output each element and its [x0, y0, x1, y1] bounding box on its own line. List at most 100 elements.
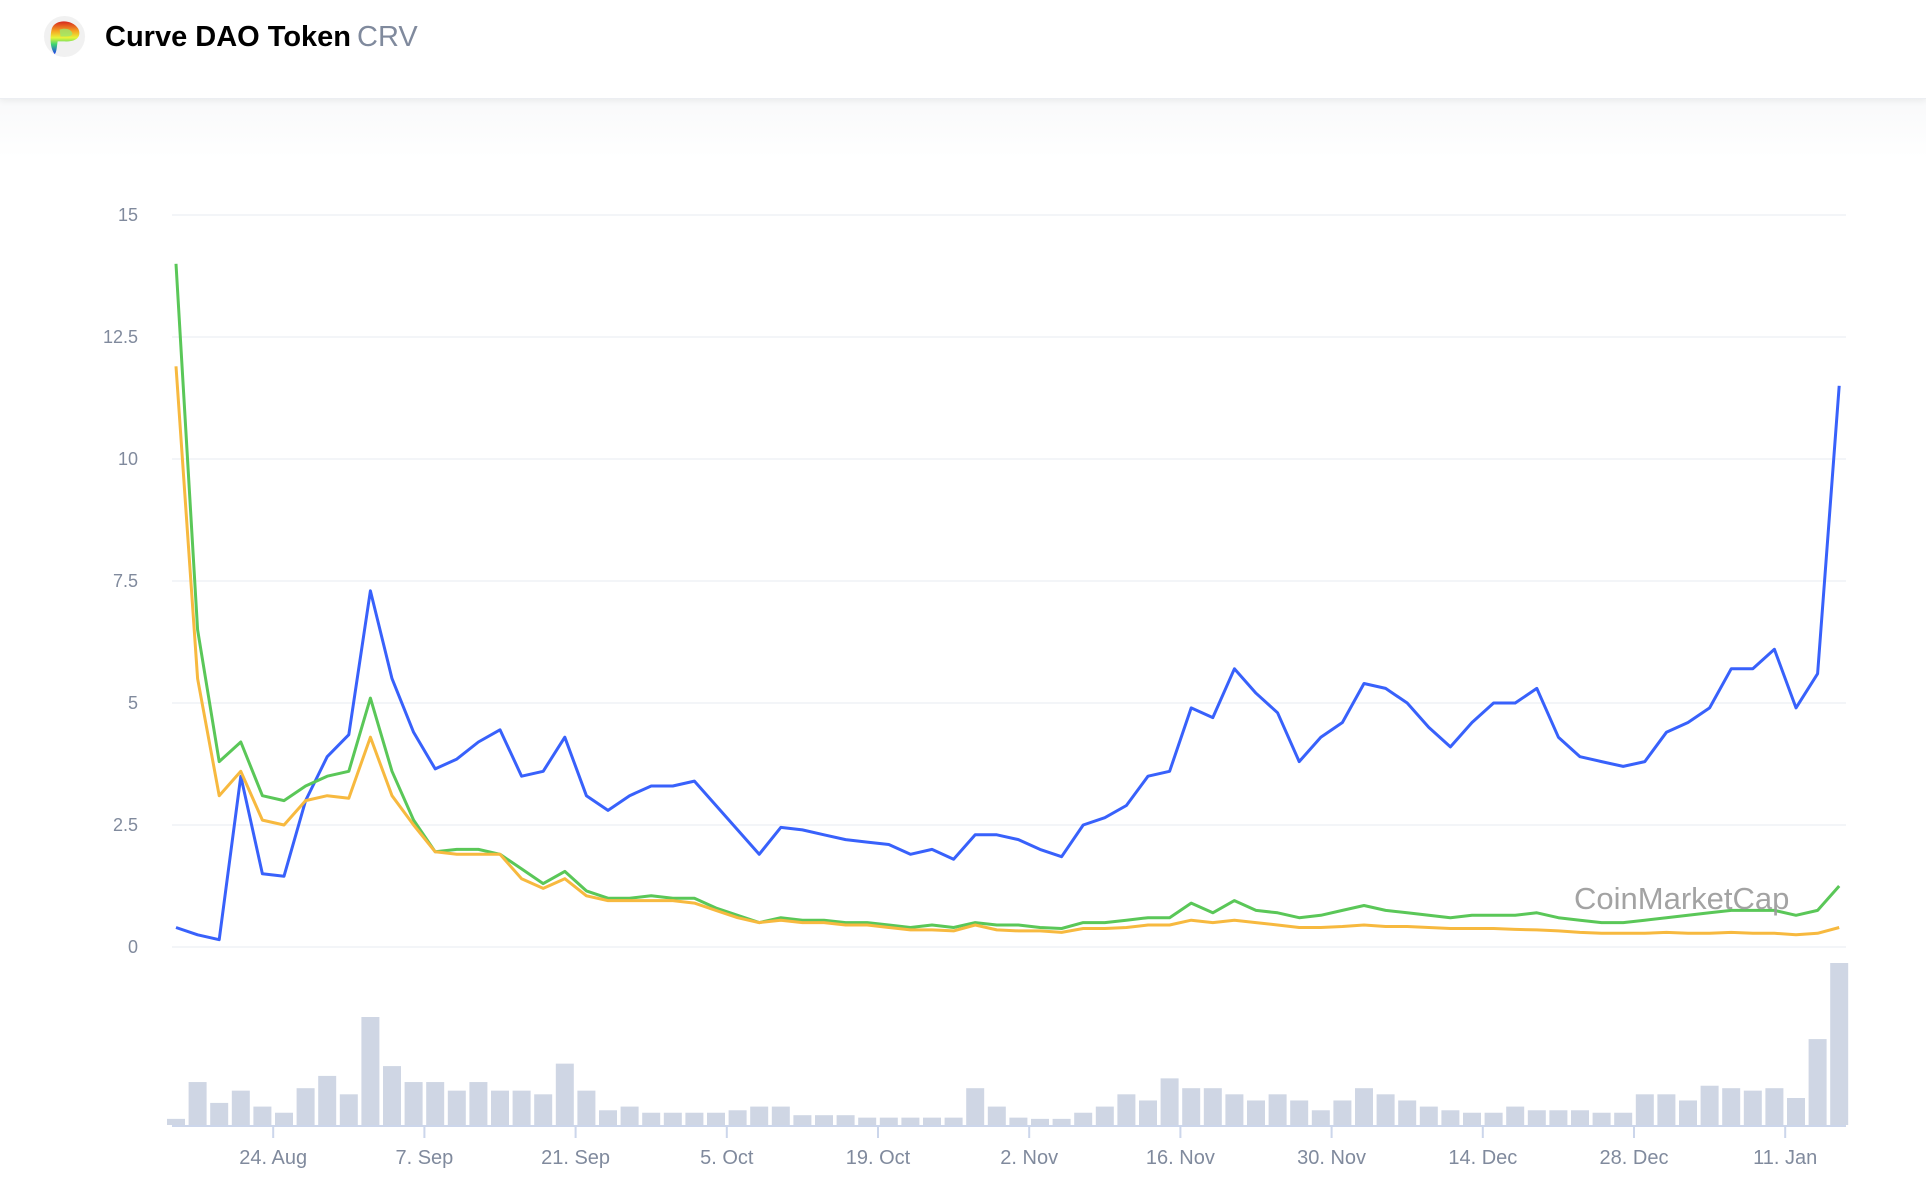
- volume-bar: [1657, 1094, 1676, 1125]
- x-tick-label: 5. Oct: [700, 1147, 754, 1169]
- volume-bar: [1095, 1106, 1114, 1125]
- volume-bar: [1052, 1118, 1071, 1125]
- volume-bar: [620, 1106, 639, 1125]
- volume-bar: [1722, 1088, 1741, 1125]
- volume-bar: [1117, 1094, 1136, 1125]
- volume-bar: [1441, 1110, 1460, 1125]
- volume-bar: [383, 1066, 401, 1125]
- x-tick-label: 14. Dec: [1448, 1147, 1517, 1169]
- y-tick-label: 0: [128, 937, 138, 957]
- volume-bar: [1139, 1100, 1157, 1125]
- volume-bar: [1463, 1112, 1481, 1125]
- volume-bar: [1830, 963, 1849, 1125]
- volume-bar: [1635, 1094, 1654, 1125]
- volume-bar: [663, 1112, 682, 1125]
- series-line-1: [175, 385, 1841, 942]
- volume-bar: [577, 1090, 596, 1125]
- volume-bar: [404, 1082, 423, 1125]
- volume-bar: [512, 1090, 531, 1125]
- volume-bar: [793, 1115, 812, 1125]
- volume-bar: [815, 1115, 833, 1125]
- header: Curve DAO Token CRV: [0, 0, 1926, 99]
- volume-bar: [1484, 1112, 1503, 1125]
- volume-bar: [1549, 1110, 1568, 1125]
- volume-bar: [1009, 1117, 1028, 1125]
- volume-bar: [555, 1063, 574, 1125]
- volume-bar: [296, 1088, 315, 1125]
- volume-bar: [167, 1118, 185, 1125]
- volume-bar: [1182, 1088, 1201, 1125]
- volume-bar: [469, 1082, 488, 1125]
- token-name: Curve DAO Token: [105, 21, 352, 53]
- volume-bar: [879, 1117, 898, 1125]
- volume-bar: [642, 1112, 661, 1125]
- x-tick-label: 21. Sep: [541, 1147, 610, 1169]
- volume-bar: [534, 1094, 553, 1125]
- volume-bar: [923, 1117, 941, 1125]
- volume-bar: [426, 1082, 445, 1125]
- volume-bar: [361, 1017, 380, 1125]
- y-tick-label: 12.5: [103, 327, 138, 347]
- volume-bar: [901, 1117, 920, 1125]
- volume-bar: [707, 1112, 725, 1125]
- x-tick-label: 7. Sep: [395, 1147, 453, 1169]
- volume-bar: [728, 1110, 747, 1125]
- volume-bar: [1074, 1112, 1093, 1125]
- volume-bar: [750, 1106, 769, 1125]
- volume-bar: [1376, 1094, 1395, 1125]
- volume-bar: [685, 1112, 704, 1125]
- volume-bar: [1333, 1100, 1352, 1125]
- volume-bar: [1506, 1106, 1525, 1125]
- volume-bar: [1160, 1078, 1179, 1125]
- volume-bar: [836, 1115, 855, 1125]
- volume-bar: [966, 1088, 985, 1125]
- volume-bar: [1355, 1088, 1373, 1125]
- volume-bar: [1592, 1112, 1611, 1125]
- volume-bar: [188, 1082, 207, 1125]
- volume-bar: [1290, 1100, 1309, 1125]
- volume-bar: [1743, 1090, 1762, 1125]
- x-tick-label: 16. Nov: [1146, 1147, 1215, 1169]
- x-tick-label: 28. Dec: [1600, 1147, 1669, 1169]
- volume-bar: [1614, 1112, 1633, 1125]
- volume-bar: [1398, 1100, 1417, 1125]
- y-tick-label: 10: [118, 449, 138, 469]
- volume-bar: [1419, 1106, 1438, 1125]
- x-tick-label: 24. Aug: [239, 1147, 307, 1169]
- volume-bar: [1808, 1039, 1827, 1125]
- volume-bar: [1765, 1088, 1784, 1125]
- y-tick-label: 2.5: [113, 815, 138, 835]
- volume-bar: [339, 1094, 358, 1125]
- header-shadow-band: [0, 98, 1926, 158]
- volume-bar: [1031, 1118, 1049, 1125]
- series-line-3: [174, 366, 1840, 937]
- volume-bar: [599, 1110, 617, 1125]
- volume-bar: [1527, 1110, 1546, 1125]
- volume-bar: [944, 1117, 963, 1125]
- volume-bar: [1203, 1088, 1222, 1125]
- volume-bar: [1311, 1110, 1330, 1125]
- y-tick-label: 7.5: [113, 571, 138, 591]
- token-symbol: CRV: [357, 21, 418, 53]
- y-tick-label: 5: [128, 693, 138, 713]
- volume-bar: [318, 1075, 337, 1125]
- curve-logo-icon: [43, 15, 86, 58]
- volume-bar: [987, 1106, 1006, 1125]
- y-tick-label: 15: [118, 205, 138, 225]
- x-tick-label: 2. Nov: [1000, 1147, 1058, 1169]
- volume-bar: [1571, 1110, 1589, 1125]
- volume-bar: [771, 1106, 790, 1125]
- volume-bar: [253, 1106, 272, 1125]
- volume-bar: [858, 1117, 877, 1125]
- volume-bar: [1700, 1085, 1719, 1125]
- x-tick-label: 19. Oct: [846, 1147, 911, 1169]
- volume-bar: [447, 1090, 466, 1125]
- volume-bar: [1247, 1100, 1265, 1125]
- volume-bar: [231, 1090, 250, 1125]
- volume-bar: [210, 1102, 229, 1125]
- series-line-2: [174, 263, 1841, 930]
- volume-bar: [1679, 1100, 1697, 1125]
- page-title: Curve DAO Token CRV: [105, 18, 418, 56]
- volume-bar: [491, 1090, 509, 1125]
